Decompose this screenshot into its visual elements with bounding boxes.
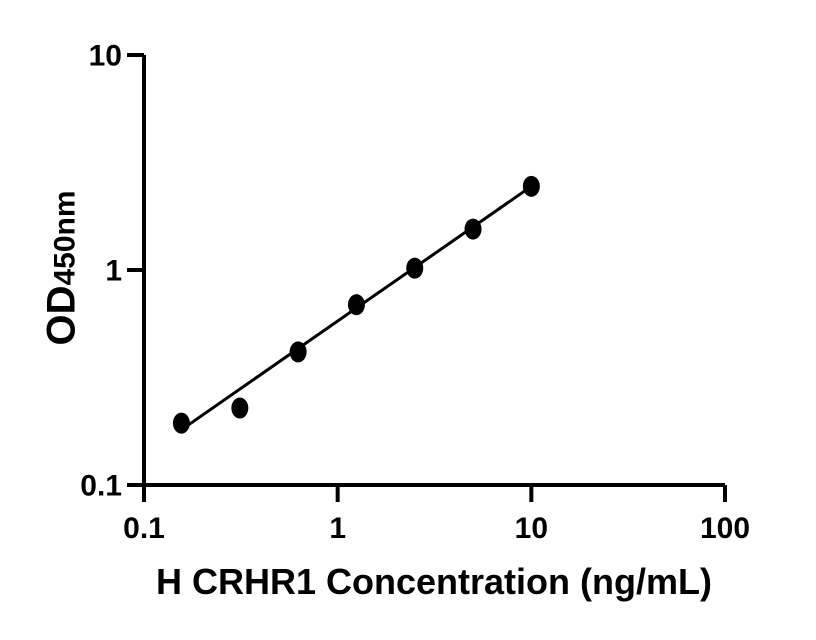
y-tick-label: 1 (105, 255, 122, 288)
data-point (522, 175, 540, 197)
data-point (172, 412, 190, 434)
y-tick-label: 10 (89, 40, 122, 73)
axes-spine (142, 55, 725, 487)
x-tick-label: 1 (329, 512, 346, 545)
x-tick-label: 0.1 (123, 512, 165, 545)
data-point (406, 257, 424, 279)
data-point (347, 294, 365, 316)
y-tick-label: 0.1 (80, 470, 122, 503)
x-tick-label: 10 (515, 512, 548, 545)
data-point (289, 341, 307, 363)
data-point (464, 218, 482, 240)
x-tick-label: 100 (700, 512, 750, 545)
y-axis-title-sub: 450nm (48, 190, 82, 286)
y-axis-title: OD450nm (40, 190, 85, 345)
y-axis-title-main: OD (39, 285, 84, 346)
x-axis-title: H CRHR1 Concentration (ng/mL) (156, 561, 712, 602)
data-point (231, 397, 249, 419)
